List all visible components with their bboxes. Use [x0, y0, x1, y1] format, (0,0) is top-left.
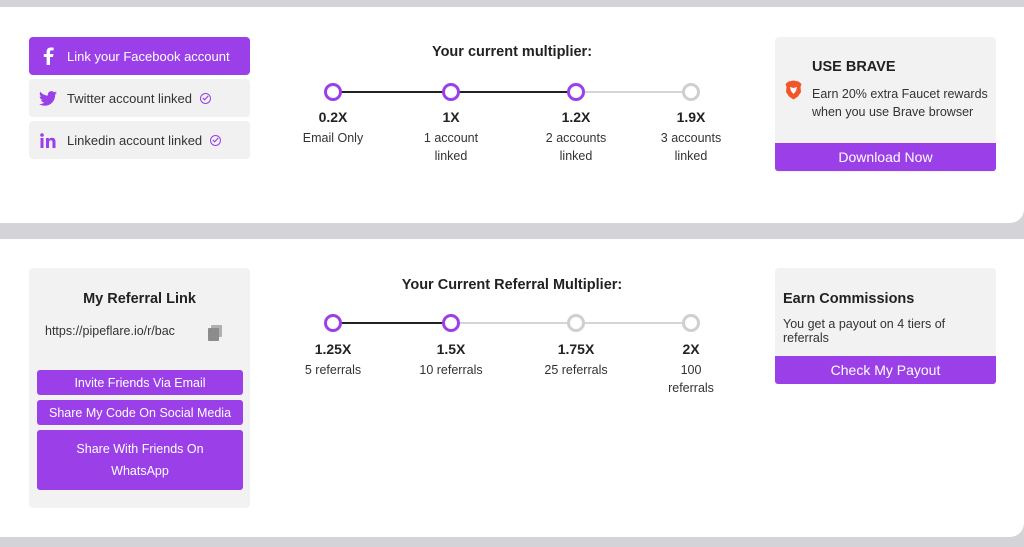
link-facebook-button[interactable]: Link your Facebook account	[29, 37, 250, 75]
step-node	[324, 314, 342, 332]
referral-multiplier-title: Your Current Referral Multiplier:	[401, 277, 623, 293]
brave-title: USE BRAVE	[812, 59, 896, 75]
brave-description: Earn 20% extra Faucet rewards when you u…	[812, 87, 988, 119]
linkedin-icon	[29, 132, 67, 148]
share-whatsapp-button[interactable]: Share With Friends On WhatsApp	[37, 430, 243, 490]
step-value: 1.75X	[557, 341, 595, 357]
step-value: 1.2X	[561, 109, 591, 125]
referral-card: My Referral Link https://pipeflare.io/r/…	[29, 268, 250, 508]
referral-multiplier-progress	[333, 322, 451, 324]
referral-title: My Referral Link	[83, 291, 196, 307]
referral-link-text: https://pipeflare.io/r/bac	[45, 324, 175, 338]
linkedin-label: Linkedin account linked	[67, 132, 203, 148]
multiplier-panel: Link your Facebook account Twitter accou…	[0, 7, 1024, 223]
step-node	[324, 83, 342, 101]
copy-icon[interactable]	[208, 325, 222, 346]
step-node	[567, 83, 585, 101]
commissions-description: You get a payout on 4 tiers of referrals	[783, 317, 946, 345]
step-value: 1.9X	[676, 109, 706, 125]
step-label: 25 referrals	[544, 363, 608, 377]
multiplier-title: Your current multiplier:	[431, 44, 593, 60]
brave-card: USE BRAVE Earn 20% extra Faucet rewards …	[775, 37, 996, 172]
twitter-icon	[29, 90, 67, 106]
check-circle-icon	[200, 92, 212, 104]
download-now-button[interactable]: Download Now	[775, 143, 996, 171]
share-social-button[interactable]: Share My Code On Social Media	[37, 400, 243, 425]
step-node	[567, 314, 585, 332]
facebook-icon	[29, 47, 67, 65]
step-value: 0.2X	[318, 109, 348, 125]
step-label: Email Only	[302, 131, 364, 145]
step-node	[682, 83, 700, 101]
step-label: 100 referrals	[668, 363, 714, 395]
step-value: 1.5X	[436, 341, 466, 357]
step-label: 5 referrals	[304, 363, 362, 377]
invite-email-button[interactable]: Invite Friends Via Email	[37, 370, 243, 395]
linkedin-linked-button[interactable]: Linkedin account linked	[29, 121, 250, 159]
step-value: 1.25X	[314, 341, 352, 357]
step-label: 2 accounts linked	[545, 131, 607, 163]
check-payout-button[interactable]: Check My Payout	[775, 356, 996, 384]
step-node	[682, 314, 700, 332]
step-label: 10 referrals	[419, 363, 483, 377]
step-value: 2X	[682, 341, 700, 357]
check-circle-icon	[210, 134, 222, 146]
brave-logo-icon	[785, 80, 802, 105]
commissions-title: Earn Commissions	[783, 291, 915, 307]
step-value: 1X	[442, 109, 460, 125]
referral-multiplier-track	[333, 322, 691, 324]
commissions-card: Earn Commissions You get a payout on 4 t…	[775, 268, 996, 384]
step-label: 1 account linked	[423, 131, 479, 163]
step-label: 3 accounts linked	[660, 131, 722, 163]
twitter-linked-button[interactable]: Twitter account linked	[29, 79, 250, 117]
twitter-label: Twitter account linked	[67, 90, 193, 106]
referral-panel: My Referral Link https://pipeflare.io/r/…	[0, 239, 1024, 537]
facebook-label: Link your Facebook account	[67, 48, 230, 64]
step-node	[442, 314, 460, 332]
step-node	[442, 83, 460, 101]
